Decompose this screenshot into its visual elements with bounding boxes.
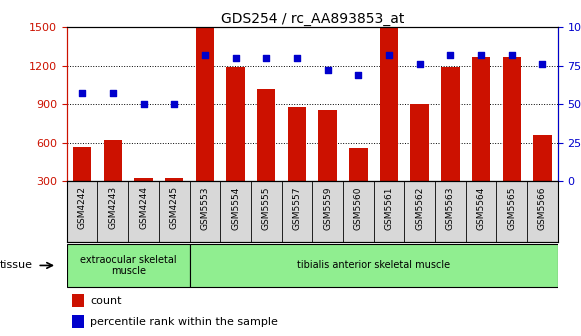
Bar: [410, 104, 429, 181]
Title: GDS254 / rc_AA893853_at: GDS254 / rc_AA893853_at: [221, 12, 404, 26]
Text: GSM4245: GSM4245: [170, 186, 179, 229]
Point: [200, 52, 210, 57]
Text: GSM4244: GSM4244: [139, 186, 148, 229]
Point: [446, 52, 455, 57]
Point: [507, 52, 517, 57]
Point: [323, 68, 332, 73]
Bar: [71, 294, 84, 307]
Bar: [71, 315, 84, 328]
Bar: [73, 146, 91, 181]
Text: GSM5566: GSM5566: [538, 186, 547, 230]
Bar: [349, 148, 368, 181]
Text: GSM5560: GSM5560: [354, 186, 363, 230]
Text: tissue: tissue: [0, 260, 33, 270]
Bar: [503, 56, 521, 181]
Bar: [288, 107, 306, 181]
Text: GSM5564: GSM5564: [476, 186, 486, 229]
Bar: [196, 28, 214, 181]
Text: GSM4243: GSM4243: [108, 186, 117, 229]
Point: [292, 55, 302, 60]
Text: GSM5553: GSM5553: [200, 186, 209, 230]
Point: [77, 91, 87, 96]
Bar: [134, 177, 153, 181]
Text: tibialis anterior skeletal muscle: tibialis anterior skeletal muscle: [297, 260, 450, 270]
Bar: [472, 56, 490, 181]
Bar: [318, 110, 337, 181]
Point: [108, 91, 117, 96]
Text: GSM5557: GSM5557: [292, 186, 302, 230]
Point: [385, 52, 394, 57]
Bar: [103, 140, 122, 181]
Point: [538, 61, 547, 67]
Text: GSM4242: GSM4242: [78, 186, 87, 229]
Text: GSM5565: GSM5565: [507, 186, 517, 230]
Text: GSM5562: GSM5562: [415, 186, 424, 229]
Text: extraocular skeletal
muscle: extraocular skeletal muscle: [80, 255, 177, 276]
Bar: [533, 135, 551, 181]
Point: [415, 61, 424, 67]
Text: GSM5561: GSM5561: [385, 186, 393, 230]
FancyBboxPatch shape: [67, 244, 189, 287]
Point: [261, 55, 271, 60]
Text: count: count: [91, 296, 122, 306]
Text: GSM5563: GSM5563: [446, 186, 455, 230]
Bar: [165, 178, 184, 181]
Point: [139, 101, 148, 107]
Bar: [227, 67, 245, 181]
Bar: [441, 67, 460, 181]
Text: GSM5555: GSM5555: [262, 186, 271, 230]
Bar: [380, 28, 398, 181]
Point: [476, 52, 486, 57]
Point: [170, 101, 179, 107]
Point: [231, 55, 240, 60]
Text: GSM5559: GSM5559: [323, 186, 332, 230]
Text: GSM5554: GSM5554: [231, 186, 240, 229]
Text: percentile rank within the sample: percentile rank within the sample: [91, 317, 278, 327]
Point: [354, 72, 363, 78]
FancyBboxPatch shape: [189, 244, 558, 287]
Bar: [257, 89, 275, 181]
